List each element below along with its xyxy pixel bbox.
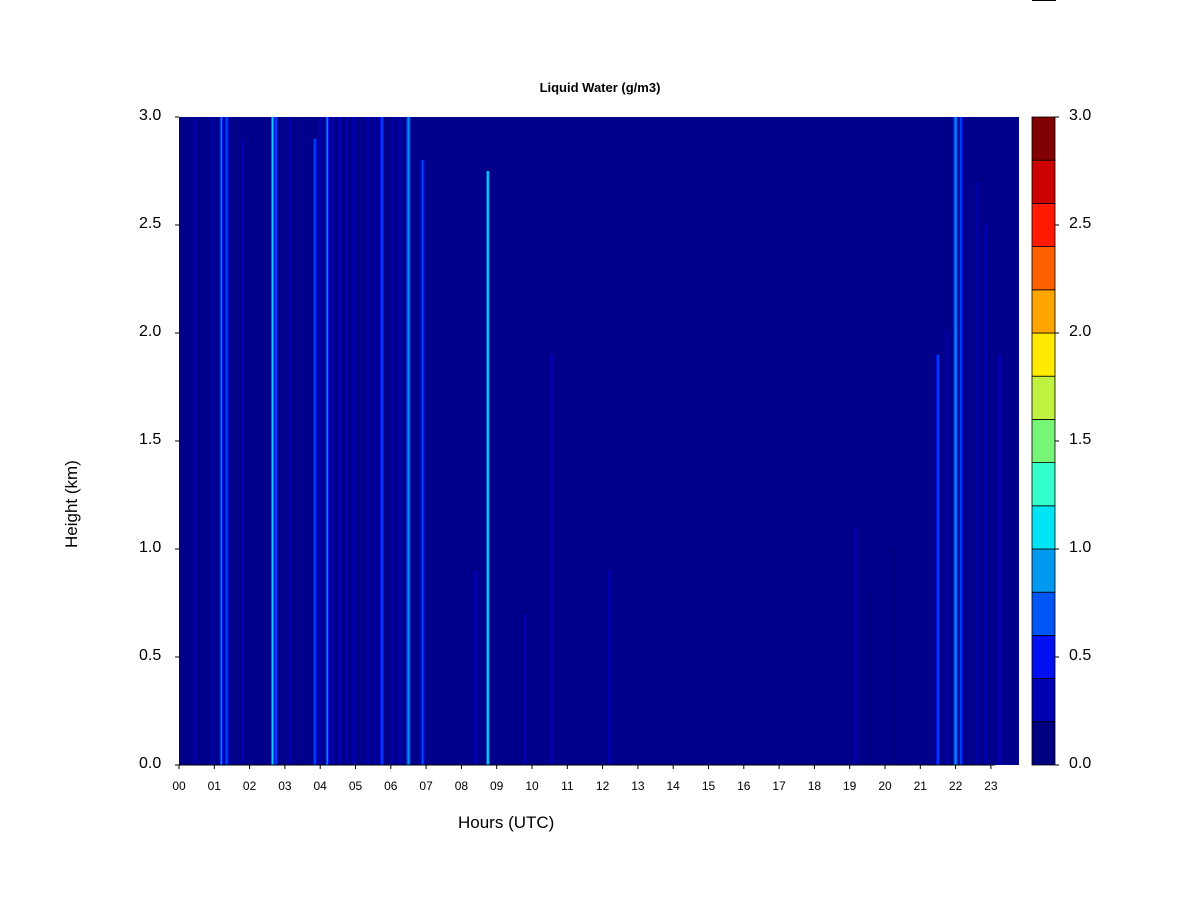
colorbar-band — [1031, 462, 1056, 507]
heatmap-streak — [984, 225, 988, 765]
heatmap-streak — [318, 117, 322, 765]
heatmap-streak-core — [271, 117, 274, 765]
x-tick-label: 09 — [490, 779, 504, 793]
heatmap-streak-core — [326, 117, 329, 765]
colorbar-band — [1031, 116, 1056, 161]
x-tick-label: 21 — [913, 779, 927, 793]
heatmap-streak — [288, 117, 292, 765]
x-tick-label: 08 — [454, 779, 469, 793]
x-tick-label: 10 — [525, 779, 539, 793]
heatmap-streak — [867, 592, 871, 765]
x-tick-label: 03 — [278, 779, 292, 793]
y-tick-label: 1.5 — [139, 431, 162, 448]
x-tick-label: 20 — [878, 779, 892, 793]
heatmap-streak — [608, 570, 612, 765]
heatmap-streak — [345, 117, 349, 765]
colorbar-band — [1031, 505, 1056, 550]
heatmap-streak-core — [421, 160, 424, 765]
x-tick-label: 14 — [666, 779, 680, 793]
colorbar-tick-label: 1.0 — [1069, 539, 1092, 556]
heatmap-streak-core — [275, 117, 277, 765]
heatmap-streak-core — [937, 354, 939, 765]
colorbar-band — [1031, 678, 1056, 723]
heatmap-streak — [853, 527, 857, 765]
colorbar-band — [1031, 635, 1056, 680]
x-tick-label: 19 — [843, 779, 857, 793]
colorbar-tick-label: 2.0 — [1069, 323, 1092, 340]
x-tick-label: 06 — [384, 779, 398, 793]
colorbar-band — [1031, 332, 1056, 377]
heatmap-streak-core — [314, 138, 316, 766]
heatmap-streak — [366, 117, 370, 765]
y-tick-label: 2.5 — [139, 215, 162, 232]
y-tick-label: 1.0 — [139, 539, 162, 556]
colorbar-band — [1031, 591, 1056, 636]
colorbar-band — [1031, 721, 1056, 766]
chart-title: Liquid Water (g/m3) — [539, 80, 661, 95]
x-tick-label: 05 — [348, 779, 363, 793]
x-tick-label: 18 — [807, 779, 822, 793]
x-tick-label: 22 — [948, 779, 963, 793]
colorbar-band — [1031, 418, 1056, 463]
colorbar-tick-label: 3.0 — [1069, 107, 1092, 124]
y-tick-label: 3.0 — [139, 107, 162, 124]
colorbar-band — [1031, 159, 1056, 204]
heatmap-streak-core — [960, 117, 962, 765]
x-axis-label: Hours (UTC) — [458, 813, 555, 832]
heatmap-streak — [338, 117, 342, 765]
heatmap-streak-core — [225, 117, 228, 765]
x-tick-label: 04 — [313, 779, 327, 793]
heatmap-streak-core — [954, 117, 957, 765]
colorbar-band — [1031, 246, 1056, 291]
heatmap-streak-core — [381, 117, 383, 765]
corner-mark — [1032, 0, 1056, 1]
colorbar-tick-label: 0.5 — [1069, 647, 1092, 664]
heatmap-streak-core — [487, 171, 489, 765]
heatmap-streak — [241, 138, 245, 766]
x-tick-label: 07 — [419, 779, 433, 793]
x-tick-label: 23 — [984, 779, 998, 793]
heatmap-streak — [398, 117, 402, 765]
x-tick-label: 01 — [207, 779, 221, 793]
heatmap-streak — [523, 613, 527, 765]
x-tick-label: 02 — [242, 779, 257, 793]
heatmap-streak — [331, 117, 335, 765]
heatmap-streak — [211, 117, 215, 765]
x-tick-label: 00 — [172, 779, 186, 793]
heatmap-streak — [373, 117, 377, 765]
colorbar-band — [1031, 548, 1056, 593]
y-tick-label: 0.0 — [139, 755, 162, 772]
heatmap-streak — [975, 181, 979, 766]
heatmap-streak-core — [220, 117, 223, 765]
heatmap-streak — [892, 549, 896, 765]
colorbar-band — [1031, 202, 1056, 247]
x-tick-label: 12 — [595, 779, 610, 793]
heatmap-streak — [549, 354, 553, 765]
colorbar-band — [1031, 375, 1056, 420]
heatmap-streak-core — [407, 117, 410, 765]
x-tick-label: 15 — [701, 779, 716, 793]
x-tick-label: 11 — [561, 779, 574, 793]
heatmap-streak — [945, 333, 949, 765]
x-tick-label: 17 — [772, 779, 786, 793]
y-tick-label: 0.5 — [139, 647, 162, 664]
heatmap-streak — [193, 117, 197, 765]
colorbar-band — [1031, 289, 1056, 334]
heatmap-streak — [391, 117, 395, 765]
heatmap-streak — [352, 117, 356, 765]
colorbar-tick-label: 1.5 — [1069, 431, 1092, 448]
colorbar-tick-label: 0.0 — [1069, 755, 1092, 772]
x-tick-label: 13 — [631, 779, 645, 793]
y-tick-label: 2.0 — [139, 323, 162, 340]
heatmap-streak — [474, 570, 478, 765]
heatmap-streak — [998, 354, 1002, 765]
colorbar-tick-label: 2.5 — [1069, 215, 1092, 232]
x-tick-label: 16 — [737, 779, 751, 793]
